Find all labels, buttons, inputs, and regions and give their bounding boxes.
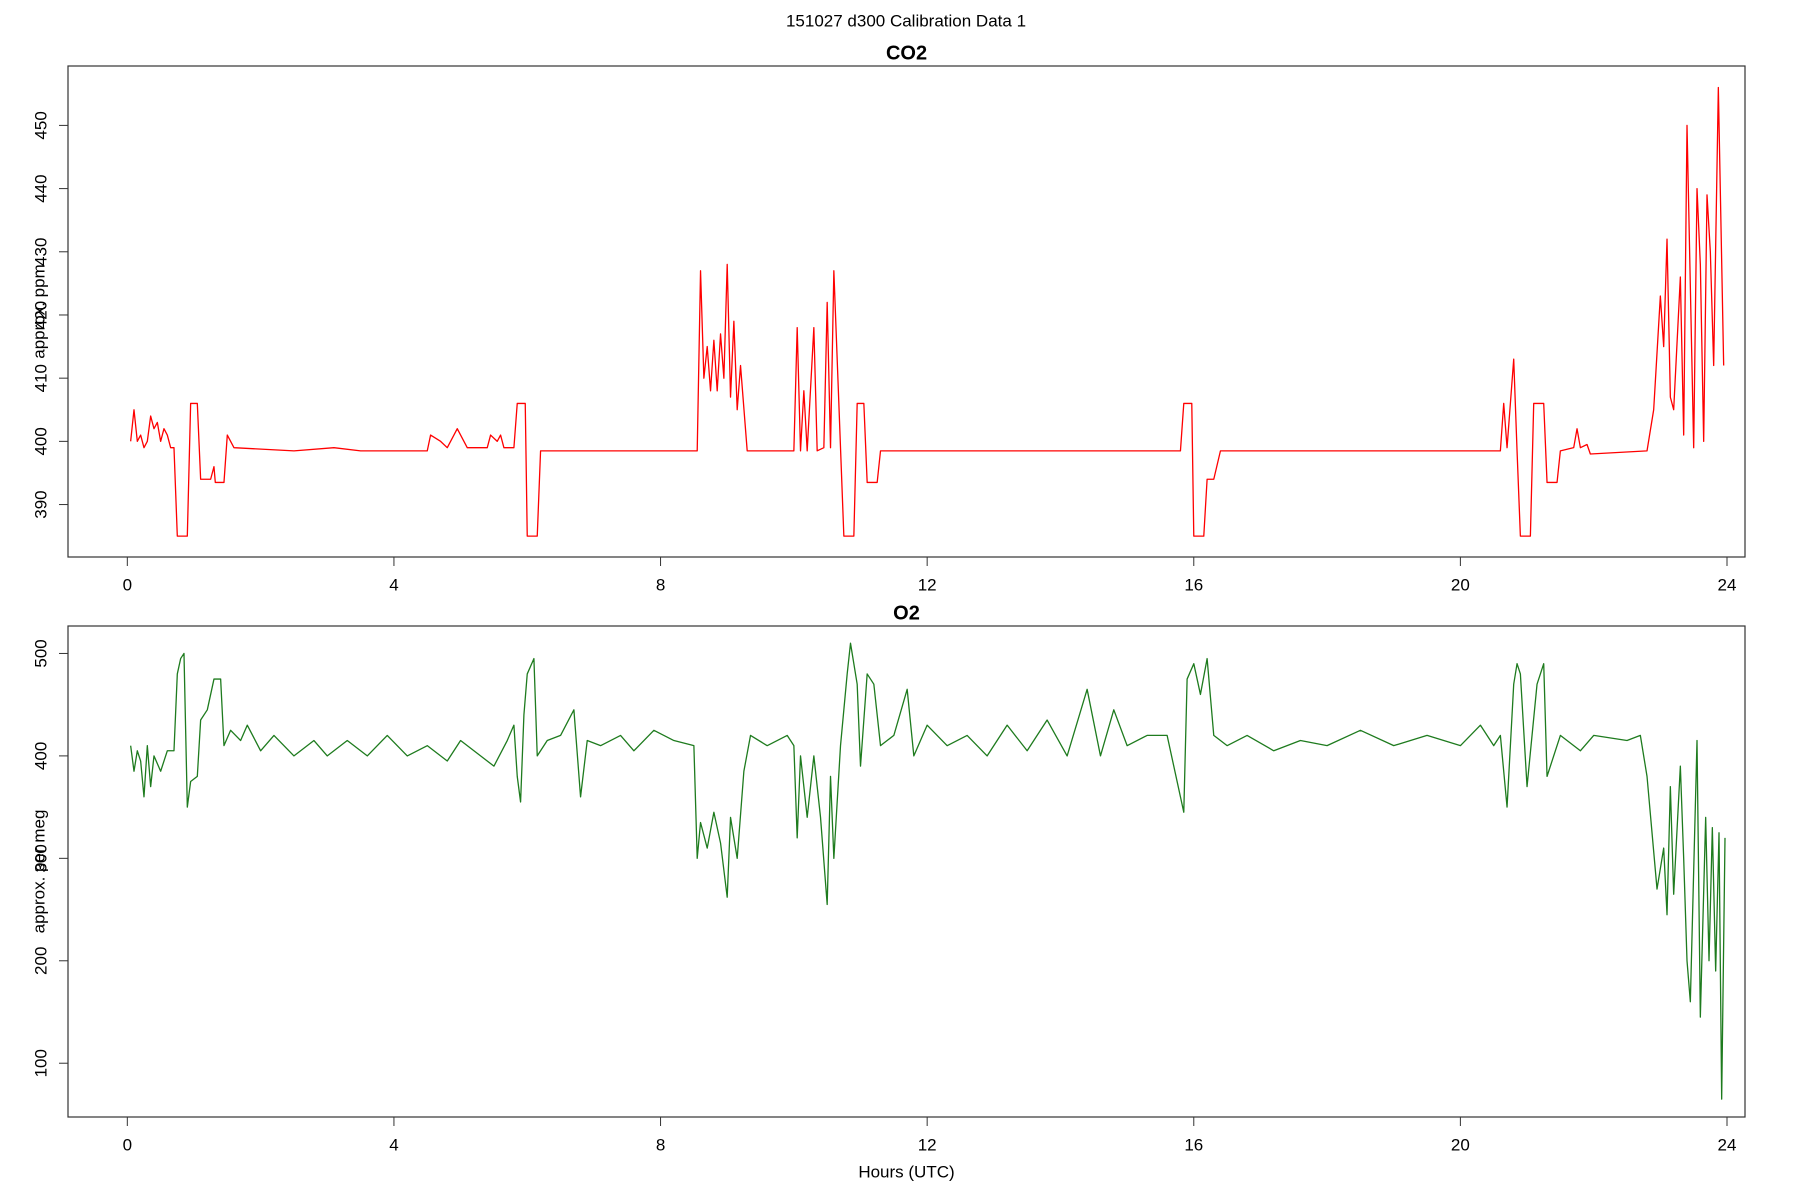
- x-tick-label: 4: [389, 1135, 398, 1154]
- y-tick-label: 440: [31, 174, 50, 202]
- data-line: [130, 86, 1725, 537]
- x-tick-label: 4: [389, 575, 398, 594]
- plot-frame: [67, 65, 1746, 558]
- x-tick-label: 12: [918, 1135, 937, 1154]
- x-tick-label: 24: [1718, 1135, 1737, 1154]
- x-tick-label: 16: [1184, 1135, 1203, 1154]
- data-line: [130, 642, 1726, 1100]
- y-tick-label: 200: [31, 947, 50, 975]
- x-tick-label: 16: [1184, 575, 1203, 594]
- y-axis-title: approx. ppm: [29, 264, 48, 359]
- y-tick-label: 300: [31, 844, 50, 872]
- x-axis-title: Hours (UTC): [858, 1162, 954, 1181]
- x-tick-label: 20: [1451, 1135, 1470, 1154]
- y-tick-label: 430: [31, 238, 50, 266]
- plot-frame: [67, 625, 1746, 1118]
- y-tick-label: 450: [31, 111, 50, 139]
- y-tick-label: 410: [31, 364, 50, 392]
- x-tick-label: 20: [1451, 575, 1470, 594]
- y-tick-label: 420: [31, 301, 50, 329]
- panel-title: O2: [893, 602, 920, 624]
- x-tick-label: 8: [656, 575, 665, 594]
- y-tick-label: 400: [31, 427, 50, 455]
- x-tick-label: 8: [656, 1135, 665, 1154]
- x-tick-label: 0: [123, 575, 132, 594]
- y-axis-title: approx. per meg: [29, 810, 48, 934]
- y-tick-label: 100: [31, 1049, 50, 1077]
- y-tick-label: 500: [31, 639, 50, 667]
- x-tick-label: 24: [1718, 575, 1737, 594]
- panel-title: CO2: [886, 42, 927, 64]
- figure-title: 151027 d300 Calibration Data 1: [786, 11, 1026, 30]
- x-tick-label: 0: [123, 1135, 132, 1154]
- x-tick-label: 12: [918, 575, 937, 594]
- y-tick-label: 390: [31, 490, 50, 518]
- y-tick-label: 400: [31, 742, 50, 770]
